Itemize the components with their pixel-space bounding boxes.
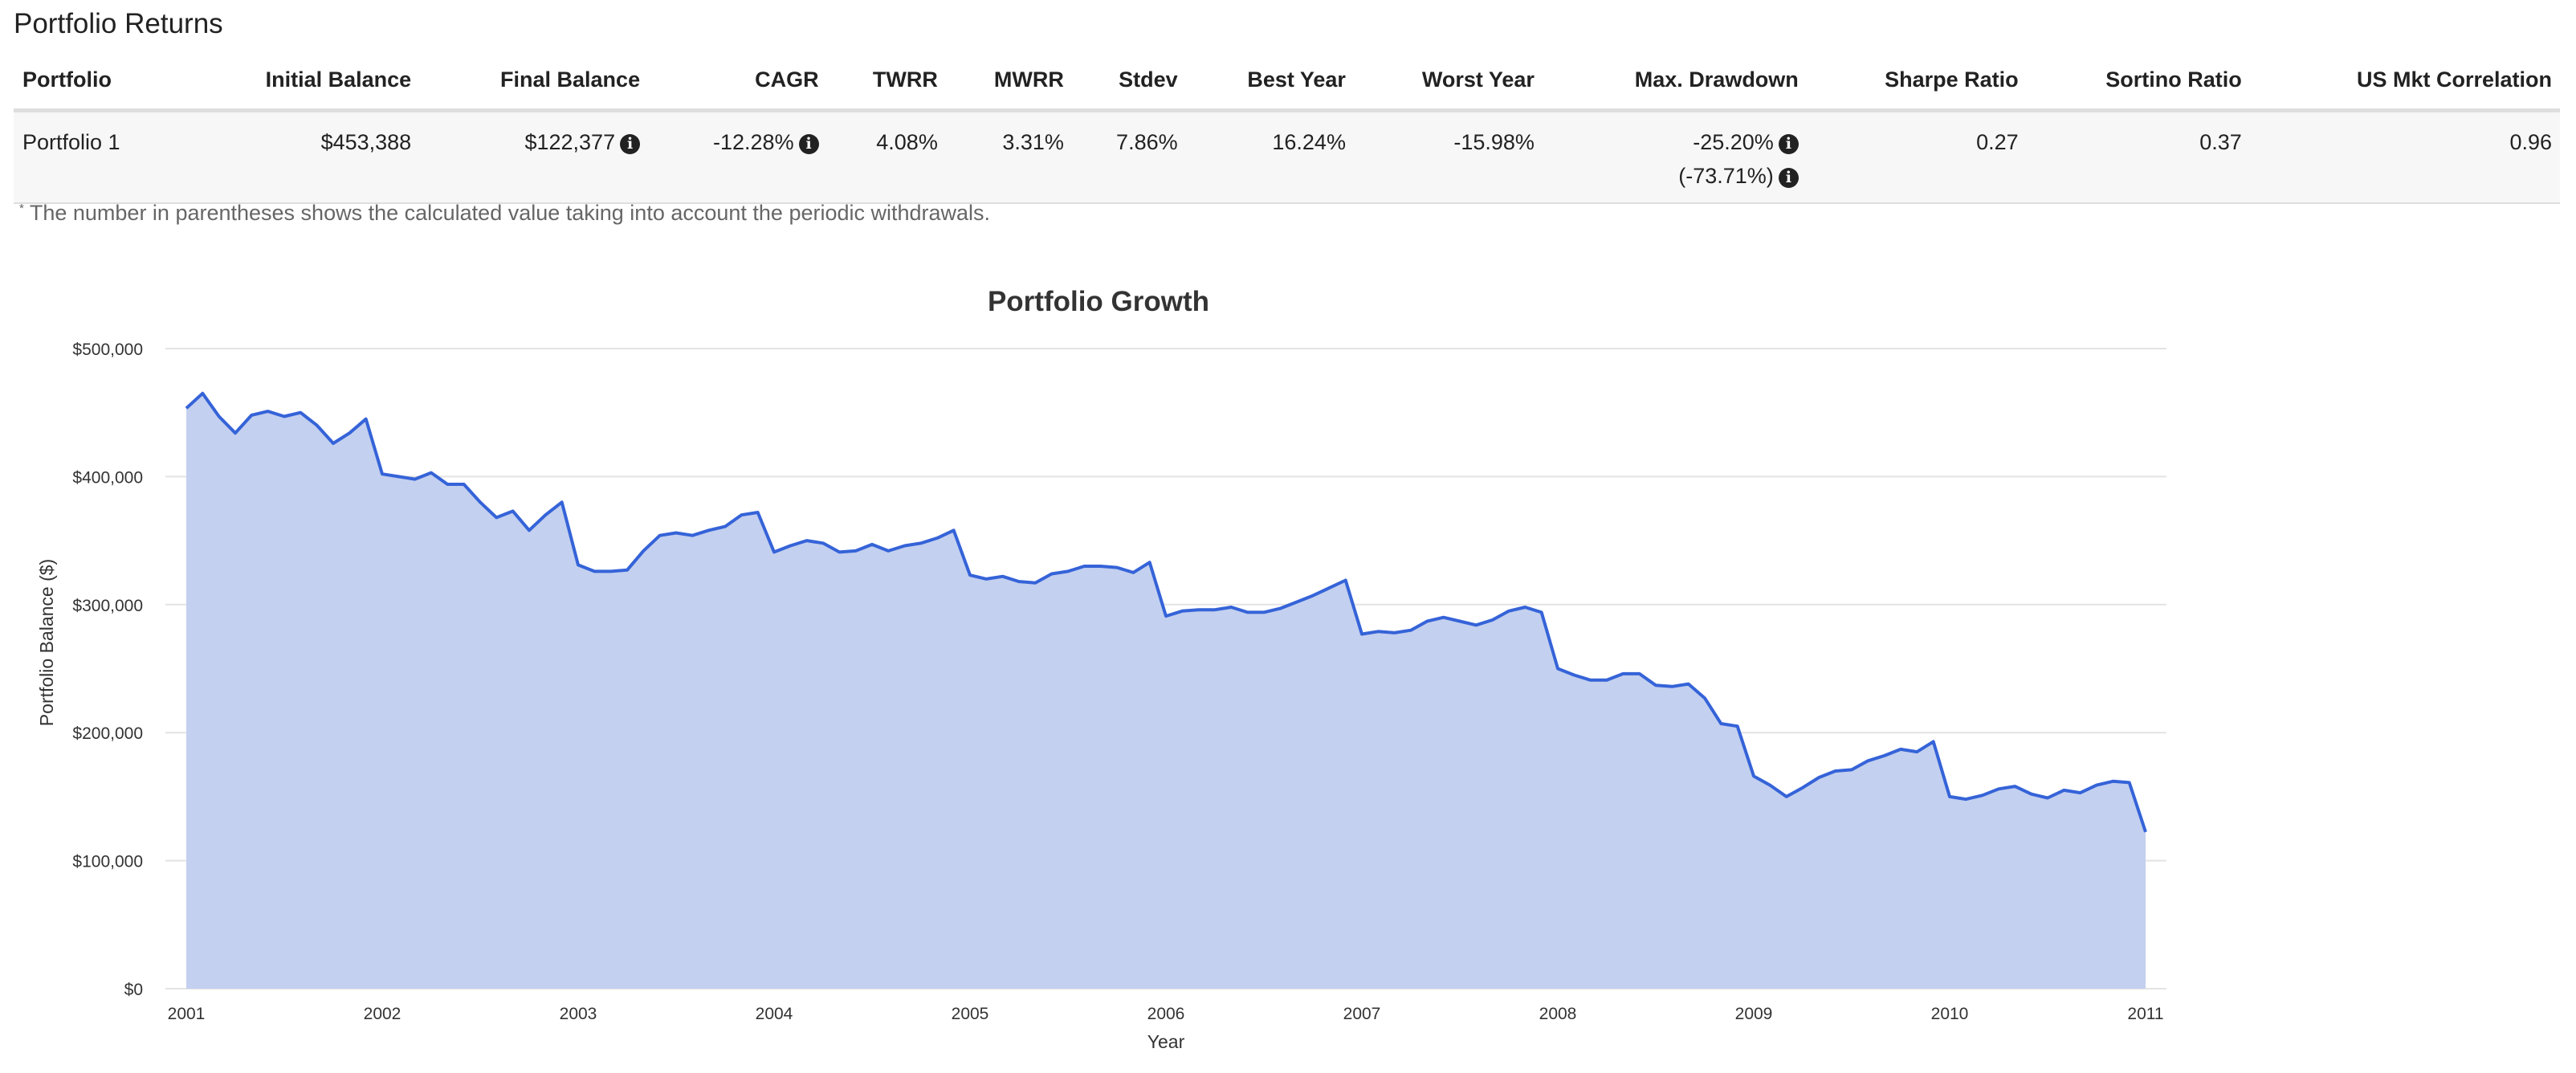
cell-portfolio: Portfolio 1 (22, 130, 120, 154)
header-cagr: CAGR (648, 64, 827, 112)
x-tick-label: 2001 (168, 1005, 206, 1023)
x-tick-label: 2006 (1147, 1005, 1185, 1023)
header-final-balance: Final Balance (419, 64, 649, 112)
info-circle-icon[interactable]: i (798, 134, 819, 154)
x-tick-label: 2007 (1343, 1005, 1381, 1023)
footnote: * The number in parentheses shows the ca… (19, 201, 990, 226)
table-row: Portfolio 1 $453,388 $122,377 i -12.28% i … (14, 110, 2560, 204)
y-tick-label: $300,000 (72, 597, 143, 615)
header-twrr: TWRR (826, 64, 946, 112)
chart-title: Portfolio Growth (988, 286, 1209, 317)
portfolio-growth-chart: Portfolio Growth $0 $100,000 $200,000 $300,… (36, 286, 2166, 1052)
header-best-year: Best Year (1185, 64, 1354, 112)
x-tick-label: 2010 (1931, 1005, 1969, 1023)
table-header-row: Portfolio Initial Balance Final Balance … (14, 64, 2560, 112)
cell-cagr: -12.28% i (648, 111, 827, 204)
cell-us-mkt-correlation: 0.96 (2509, 130, 2552, 154)
cell-best-year: 16.24% (1272, 130, 1346, 154)
cell-mwrr: 3.31% (1002, 130, 1064, 154)
header-initial-balance: Initial Balance (181, 64, 420, 112)
footnote-marker: * (19, 202, 24, 215)
cell-max-drawdown: -25.20% i (-73.71%) i (1543, 111, 1807, 204)
x-tick-label: 2011 (2127, 1005, 2163, 1023)
cell-final-balance: $122,377 i (419, 111, 648, 204)
header-worst-year: Worst Year (1353, 64, 1543, 112)
cagr-value: -12.28% (713, 130, 794, 154)
header-sharpe-ratio: Sharpe Ratio (1806, 64, 2027, 112)
header-max-drawdown: Max. Drawdown (1542, 64, 1807, 112)
x-tick-label: 2008 (1539, 1005, 1577, 1023)
x-tick-label: 2002 (364, 1005, 401, 1023)
x-axis-ticks: 2001 2002 2003 2004 2005 2006 2007 2008 2009 2010… (168, 1005, 2164, 1023)
max-drawdown-withdrawals-value: (-73.71%) (1678, 164, 1774, 188)
y-tick-label: $0 (124, 981, 143, 999)
info-circle-icon[interactable]: i (1778, 168, 1799, 188)
cell-sortino-ratio: 0.37 (2199, 130, 2242, 154)
x-tick-label: 2004 (756, 1005, 793, 1023)
x-tick-label: 2005 (952, 1005, 989, 1023)
cell-sharpe-ratio: 0.27 (1976, 130, 2019, 154)
max-drawdown-line: -25.20% i (1551, 125, 1799, 159)
header-stdev: Stdev (1071, 64, 1186, 112)
section-title: Portfolio Returns (14, 8, 223, 39)
y-tick-label: $400,000 (72, 468, 143, 487)
y-tick-label: $500,000 (72, 341, 143, 359)
x-tick-label: 2009 (1735, 1005, 1773, 1023)
info-circle-icon[interactable]: i (620, 134, 641, 154)
max-drawdown-value: -25.20% (1693, 130, 1774, 154)
x-tick-label: 2003 (560, 1005, 597, 1023)
x-axis-label: Year (1147, 1031, 1185, 1052)
growth-area-fill (186, 393, 2146, 989)
y-axis-ticks: $0 $100,000 $200,000 $300,000 $400,000 $500,0… (72, 341, 143, 999)
returns-table: Portfolio Initial Balance Final Balance … (14, 64, 2560, 204)
header-sortino-ratio: Sortino Ratio (2026, 64, 2250, 112)
y-tick-label: $100,000 (72, 853, 143, 871)
header-mwrr: MWRR (945, 64, 1072, 112)
y-axis-label: Portfolio Balance ($) (36, 559, 57, 726)
footnote-text: The number in parentheses shows the calc… (29, 201, 991, 225)
y-tick-label: $200,000 (72, 724, 143, 743)
header-portfolio: Portfolio (14, 64, 182, 112)
growth-line (185, 391, 2147, 833)
cell-initial-balance: $453,388 (320, 130, 412, 154)
info-circle-icon[interactable]: i (1778, 134, 1799, 154)
max-drawdown-withdrawals-line: (-73.71%) i (1551, 159, 1799, 193)
header-us-mkt-correlation: US Mkt Correlation (2249, 64, 2560, 112)
cell-worst-year: -15.98% (1453, 130, 1535, 154)
cell-stdev: 7.86% (1116, 130, 1178, 154)
cell-twrr: 4.08% (876, 130, 938, 154)
final-balance-value: $122,377 (524, 130, 616, 154)
